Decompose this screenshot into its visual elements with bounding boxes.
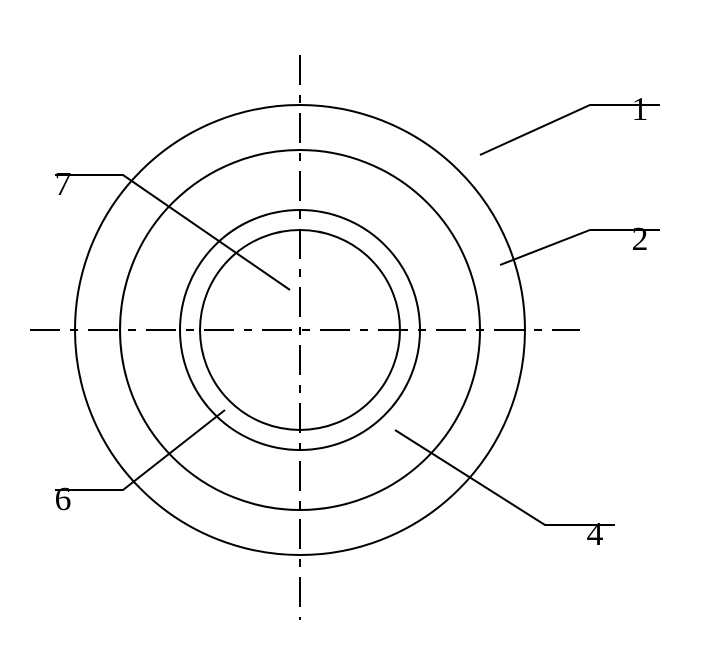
leader-4 [395,430,615,525]
callout-2: 2 [632,221,649,258]
callout-6: 6 [55,481,72,518]
callout-1: 1 [632,91,649,128]
callout-7: 7 [55,166,72,203]
callout-4: 4 [587,516,604,553]
leader-6 [55,410,225,490]
leader-7 [55,175,290,290]
